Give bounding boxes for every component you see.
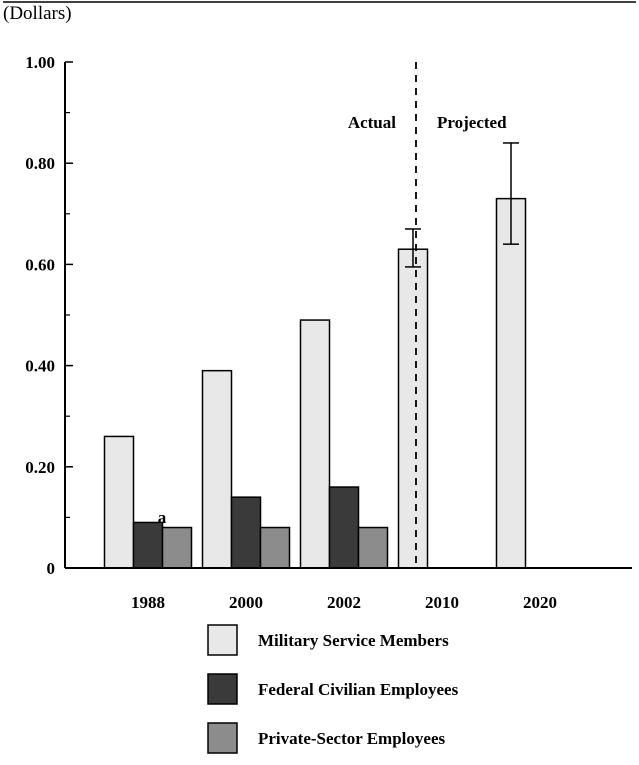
legend-swatch-private-sector-employees [207,722,238,754]
bar-military-service-members-2000 [201,369,233,569]
y-tick-label: 0.60 [25,255,55,274]
bar-private-sector-employees-1988 [161,526,193,569]
legend: Military Service Members Federal Civilian… [207,624,459,754]
x-axis: 1988 2000 2002 2010 2020 [65,567,632,612]
y-tick-label: 0.80 [25,154,55,173]
legend-swatch-federal-civilian-employees [207,673,238,705]
bars [103,197,527,569]
bar-military-service-members-2010 [397,248,429,569]
y-tick-label: 1.00 [25,53,55,72]
bar-federal-civilian-employees-1988 [132,521,164,569]
legend-swatch-military-service-members [207,624,238,656]
actual-label: Actual [348,113,396,132]
bar-military-service-members-1988 [103,435,135,569]
y-tick-label: 0 [47,559,56,578]
bar-military-service-members-2002 [299,319,331,569]
bar-private-sector-employees-2002 [357,526,389,569]
bar-federal-civilian-employees-2002 [328,486,360,569]
bar-military-service-members-2020 [495,197,527,569]
legend-label: Military Service Members [258,631,449,650]
y-tick-label: 0.40 [25,357,55,376]
projected-label: Projected [437,113,507,132]
x-tick-label: 2020 [523,593,557,612]
x-tick-label: 1988 [131,593,165,612]
x-tick-label: 2000 [229,593,263,612]
footnote-marker: a [158,508,167,527]
legend-label: Federal Civilian Employees [258,680,459,699]
bar-private-sector-employees-2000 [259,526,291,569]
error-bars [405,142,519,268]
x-tick-label: 2002 [327,593,361,612]
x-tick-label: 2010 [425,593,459,612]
y-tick-label: 0.20 [25,458,55,477]
unit-label: (Dollars) [3,3,72,24]
bar-federal-civilian-employees-2000 [230,496,262,569]
y-axis: 0 0.20 0.40 0.60 0.80 1.00 [25,53,73,578]
legend-label: Private-Sector Employees [258,729,445,748]
